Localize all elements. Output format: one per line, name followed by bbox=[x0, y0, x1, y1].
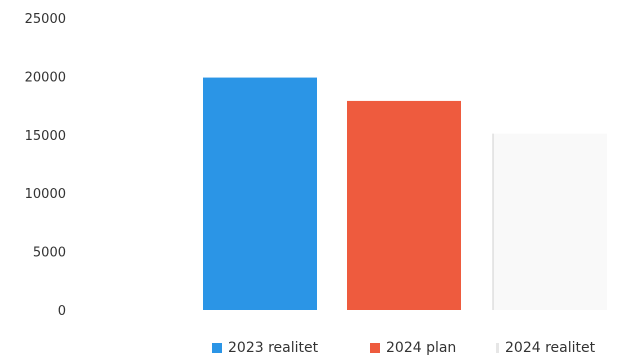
y-tick-label: 10000 bbox=[25, 187, 66, 202]
y-tick-label: 0 bbox=[58, 304, 66, 319]
legend-label: 2024 plan bbox=[386, 340, 457, 356]
legend-item-2024-realitet: 2024 realitet bbox=[496, 340, 595, 356]
legend-swatch bbox=[496, 343, 499, 353]
y-tick-label: 20000 bbox=[25, 70, 66, 85]
bar-chart: 0 5000 10000 15000 20000 25000 bbox=[24, 12, 607, 319]
y-tick-label: 5000 bbox=[33, 246, 66, 261]
legend-swatch bbox=[212, 343, 222, 353]
y-tick-label: 25000 bbox=[25, 12, 66, 27]
bar-2024-plan bbox=[347, 100, 461, 310]
legend-item-2023-realitet: 2023 realitet bbox=[212, 340, 318, 356]
legend-label: 2024 realitet bbox=[505, 340, 596, 356]
bar-2024-realitet bbox=[493, 133, 607, 310]
legend: 2023 realitet 2024 plan 2024 realitet bbox=[0, 340, 619, 360]
bar-2023-realitet bbox=[203, 77, 317, 311]
legend-swatch bbox=[370, 343, 380, 353]
legend-item-2024-plan: 2024 plan bbox=[370, 340, 456, 356]
y-tick-label: 15000 bbox=[25, 129, 66, 144]
legend-label: 2023 realitet bbox=[228, 340, 319, 356]
